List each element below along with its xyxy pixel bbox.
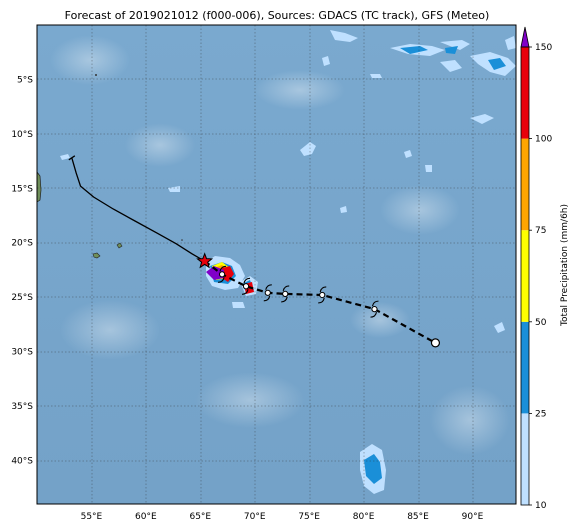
mauritius-island xyxy=(116,242,123,249)
lon-tick-label: 75°E xyxy=(298,512,320,522)
colorbar-segment xyxy=(521,230,529,322)
lon-tick-label: 80°E xyxy=(353,512,375,522)
colorbar-tick-label: 100 xyxy=(535,135,552,145)
precipitation-extreme xyxy=(206,266,224,280)
lat-tick-label: 35°S xyxy=(11,402,33,412)
colorbar-tick-label: 25 xyxy=(535,409,546,419)
track-start-marker xyxy=(68,155,76,161)
storm-symbol-icon xyxy=(263,284,272,302)
lat-tick-label: 25°S xyxy=(11,293,33,303)
madagascar-edge xyxy=(37,171,42,203)
map-panel xyxy=(37,25,516,504)
lat-tick-label: 10°S xyxy=(11,130,33,140)
gridlines xyxy=(37,25,516,504)
storm-symbol-icon xyxy=(281,285,290,303)
colorbar-tick-label: 10 xyxy=(535,501,547,511)
storm-symbol-icon xyxy=(241,277,251,295)
latitude-tick-labels: 5°S 10°S 15°S 20°S 25°S 30°S 35°S 40°S xyxy=(11,75,33,466)
storm-symbol-icon xyxy=(318,286,327,304)
storm-symbol-icon xyxy=(218,265,227,283)
lon-tick-label: 55°E xyxy=(81,512,103,522)
colorbar-segment xyxy=(521,321,529,414)
colorbar-tick-label: 150 xyxy=(535,43,552,53)
colorbar-extend-triangle xyxy=(520,26,530,48)
figure-title: Forecast of 2019021012 (f000-006), Sourc… xyxy=(65,9,490,22)
lon-tick-label: 60°E xyxy=(135,512,157,522)
lon-tick-label: 70°E xyxy=(244,512,266,522)
lat-tick-label: 30°S xyxy=(11,348,33,358)
forecast-track-line xyxy=(204,260,436,344)
lon-tick-label: 85°E xyxy=(407,512,429,522)
lat-tick-label: 5°S xyxy=(17,75,33,85)
colorbar-segment xyxy=(521,47,529,139)
colorbar-segment xyxy=(521,413,529,505)
lon-tick-label: 90°E xyxy=(462,512,484,522)
colorbar-segment xyxy=(521,138,529,231)
lon-tick-label: 65°E xyxy=(189,512,211,522)
map-frame xyxy=(36,24,517,505)
past-track-line xyxy=(71,157,206,262)
lat-tick-label: 15°S xyxy=(11,184,33,194)
lat-tick-label: 20°S xyxy=(11,239,33,249)
cloud-texture xyxy=(50,35,510,455)
storm-symbols xyxy=(218,265,379,318)
current-position-star-icon xyxy=(196,252,214,269)
storm-symbol-icon xyxy=(370,300,379,318)
colorbar-label: Total Precipitation (mm/6h) xyxy=(560,204,570,327)
final-position-marker xyxy=(430,338,441,348)
colorbar-tick-label: 75 xyxy=(535,226,546,236)
lat-tick-label: 40°S xyxy=(11,456,33,466)
colorbar: 10 25 50 75 100 150 Total Precipitation (mm/6… xyxy=(520,26,570,511)
colorbar-tick-label: 50 xyxy=(535,318,547,328)
longitude-tick-labels: 55°E 60°E 65°E 70°E 75°E 80°E 85°E 90°E xyxy=(81,512,484,522)
reunion-island xyxy=(92,252,101,259)
colorbar-frame xyxy=(520,46,530,506)
land-masses xyxy=(37,74,183,259)
